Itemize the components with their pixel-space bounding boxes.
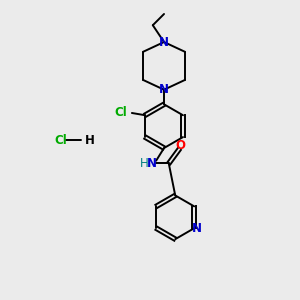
Text: H: H: [85, 134, 94, 147]
Text: Cl: Cl: [114, 106, 127, 119]
Text: N: N: [159, 83, 169, 96]
Text: N: N: [159, 35, 169, 49]
Text: Cl: Cl: [54, 134, 67, 147]
Text: O: O: [176, 139, 186, 152]
Text: N: N: [147, 157, 157, 170]
Text: H: H: [140, 157, 149, 170]
Text: N: N: [191, 222, 201, 235]
